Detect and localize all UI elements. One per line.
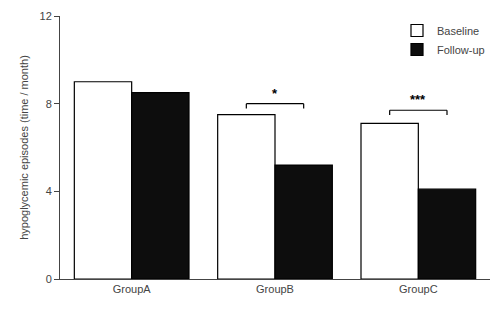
svg-text:Baseline: Baseline bbox=[437, 25, 479, 37]
svg-text:***: *** bbox=[410, 92, 426, 107]
svg-text:hypoglycemic episodes (time /: hypoglycemic episodes (time / month) bbox=[18, 55, 30, 240]
svg-text:4: 4 bbox=[46, 185, 52, 197]
svg-text:GroupC: GroupC bbox=[399, 283, 438, 295]
svg-text:GroupB: GroupB bbox=[256, 283, 294, 295]
svg-text:GroupA: GroupA bbox=[113, 283, 152, 295]
svg-text:8: 8 bbox=[46, 98, 52, 110]
svg-text:Follow-up: Follow-up bbox=[437, 44, 485, 56]
svg-text:0: 0 bbox=[46, 273, 52, 285]
svg-text:*: * bbox=[272, 86, 278, 101]
svg-text:12: 12 bbox=[40, 10, 52, 22]
